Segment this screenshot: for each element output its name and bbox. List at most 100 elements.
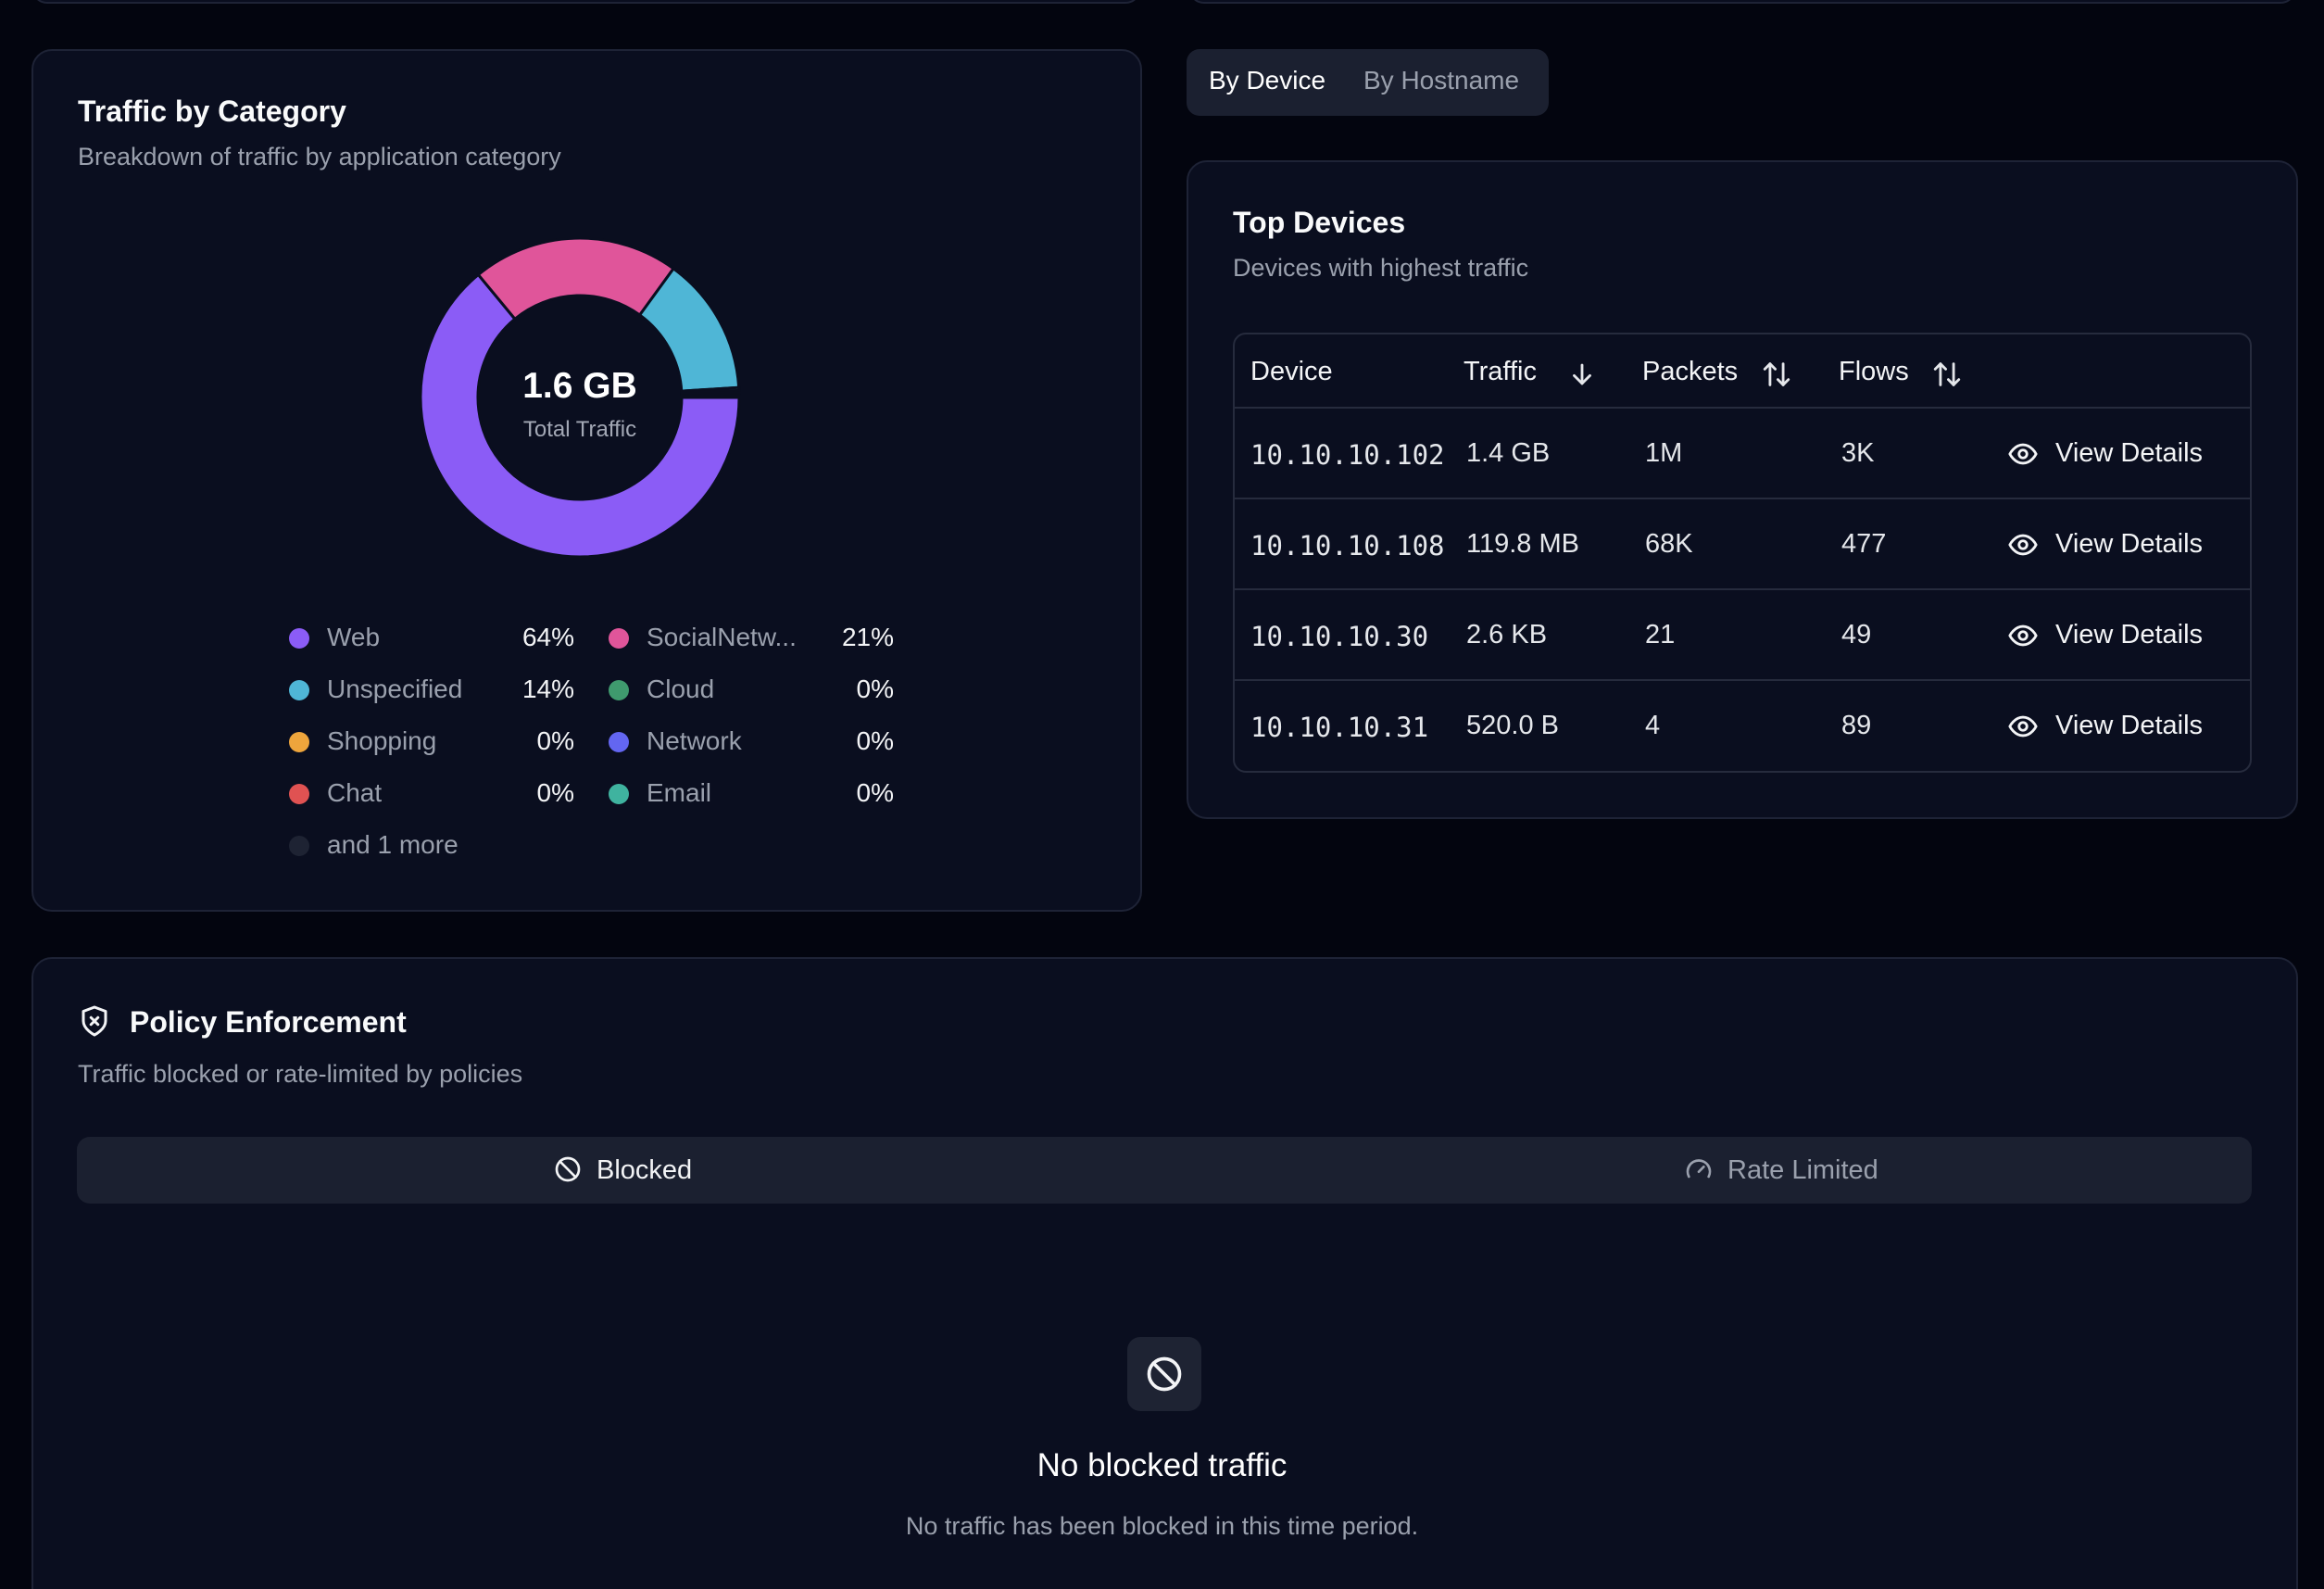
table-row[interactable]: 10.10.10.108 119.8 MB 68K 477 View Detai…: [1235, 498, 2250, 588]
legend-name: Network: [647, 726, 742, 755]
legend-item-email[interactable]: Email 0%: [607, 775, 894, 812]
empty-state-icon-box: [1127, 1337, 1201, 1411]
tab-rate-limited-inner: Rate Limited: [1684, 1154, 1925, 1188]
eye-icon: [2008, 534, 2038, 556]
view-details-button[interactable]: View Details: [2007, 520, 2230, 568]
tab-by-hostname[interactable]: By Hostname: [1363, 66, 1520, 95]
gauge-icon: [1686, 1159, 1712, 1179]
category-donut-chart: 1.6 GB Total Traffic: [395, 212, 765, 583]
flows-value: 3K: [1841, 438, 1875, 468]
table-row[interactable]: 10.10.10.31 520.0 B 4 89 View Details: [1235, 679, 2250, 770]
sort-toggle-icon[interactable]: [1931, 359, 1963, 390]
ban-icon: [555, 1156, 581, 1182]
device-ip: 10.10.10.31: [1250, 712, 1429, 743]
column-header-traffic[interactable]: Traffic: [1463, 357, 1537, 386]
legend-dot: [609, 628, 629, 649]
legend-item-socialnetwork[interactable]: SocialNetw... 21%: [607, 619, 894, 656]
empty-state-title: No blocked traffic: [1036, 1447, 1288, 1483]
shield-x-icon: [82, 1005, 107, 1037]
tab-blocked[interactable]: Blocked: [77, 1137, 1164, 1204]
card-subtitle: Traffic blocked or rate-limited by polic…: [78, 1060, 523, 1088]
card-subtitle: Breakdown of traffic by application cate…: [78, 143, 561, 170]
legend-pct: 0%: [536, 778, 574, 807]
table-header: Device Traffic Packets Flows: [1235, 334, 2250, 409]
tab-by-device[interactable]: By Device: [1209, 66, 1326, 95]
card-title: Policy Enforcement: [130, 1005, 407, 1039]
legend-pct: 0%: [856, 778, 894, 807]
donut-slice-email[interactable]: [680, 394, 741, 399]
view-details-button[interactable]: View Details: [2007, 701, 2230, 750]
donut-center: 1.6 GB Total Traffic: [395, 212, 765, 583]
legend-name: Shopping: [327, 726, 437, 755]
flows-value: 49: [1841, 620, 1872, 649]
traffic-value: 119.8 MB: [1466, 529, 1579, 559]
legend-item-unspecified[interactable]: Unspecified 14%: [287, 671, 574, 708]
donut-slice-web[interactable]: [419, 272, 741, 559]
legend-name: SocialNetw...: [647, 623, 797, 651]
total-traffic-value: 1.6 GB: [522, 366, 637, 406]
view-details-button[interactable]: View Details: [2007, 611, 2230, 659]
tab-blocked-inner: Blocked: [553, 1154, 738, 1188]
sort-desc-icon[interactable]: [1566, 359, 1598, 390]
legend-name: Web: [327, 623, 381, 651]
traffic-value: 2.6 KB: [1466, 620, 1548, 649]
devices-table: Device Traffic Packets Flows 10.10.10.10…: [1233, 333, 2252, 773]
legend-pct: 0%: [536, 726, 574, 755]
packets-value: 21: [1645, 620, 1676, 649]
view-details-label: View Details: [2055, 620, 2204, 649]
eye-icon: [2008, 624, 2038, 647]
flows-value: 477: [1841, 529, 1887, 559]
legend-item-network[interactable]: Network 0%: [607, 723, 894, 760]
column-header-packets[interactable]: Packets: [1642, 357, 1739, 386]
table-row[interactable]: 10.10.10.102 1.4 GB 1M 3K View Details: [1235, 407, 2250, 498]
legend-dot: [289, 732, 309, 752]
legend-pct: 14%: [521, 675, 574, 703]
legend-item-web[interactable]: Web 64%: [287, 619, 574, 656]
view-details-label: View Details: [2055, 711, 2204, 740]
legend-dot: [609, 784, 629, 804]
legend-name: Chat: [327, 778, 383, 807]
eye-icon: [2008, 443, 2038, 465]
view-details-label: View Details: [2055, 529, 2204, 559]
view-details-button[interactable]: View Details: [2007, 429, 2230, 477]
empty-state-subtitle: No traffic has been blocked in this time…: [905, 1512, 1419, 1540]
legend-dot: [289, 628, 309, 649]
view-toggle: By Device By Hostname: [1187, 49, 1549, 116]
view-details-label: View Details: [2055, 438, 2204, 468]
column-header-device: Device: [1250, 357, 1333, 386]
card-title: Top Devices: [1233, 206, 1406, 239]
table-row[interactable]: 10.10.10.30 2.6 KB 21 49 View Details: [1235, 588, 2250, 679]
policy-enforcement-card: Policy Enforcement Traffic blocked or ra…: [31, 957, 2298, 1589]
packets-value: 4: [1645, 711, 1661, 740]
donut-svg: [419, 236, 741, 559]
column-header-flows[interactable]: Flows: [1839, 357, 1909, 386]
tab-rate-limited[interactable]: Rate Limited: [1164, 1137, 2252, 1204]
card-subtitle: Devices with highest traffic: [1233, 254, 1529, 282]
traffic-by-category-card: Traffic by Category Breakdown of traffic…: [31, 49, 1142, 912]
legend-dot: [289, 784, 309, 804]
legend-pct: 0%: [856, 675, 894, 703]
legend-dot: [289, 836, 309, 856]
packets-value: 68K: [1645, 529, 1693, 559]
traffic-value: 520.0 B: [1466, 711, 1559, 740]
legend-more[interactable]: and 1 more: [287, 826, 574, 864]
flows-value: 89: [1841, 711, 1872, 740]
legend-dot: [609, 732, 629, 752]
legend-name: Cloud: [647, 675, 715, 703]
top-devices-card: Top Devices Devices with highest traffic: [1187, 160, 2298, 819]
legend-more-label: and 1 more: [327, 830, 459, 859]
previous-card-right-edge: [1188, 0, 2296, 4]
legend-item-chat[interactable]: Chat 0%: [287, 775, 574, 812]
policy-tabs: Blocked Rate Limited: [77, 1137, 2252, 1204]
legend-dot: [289, 680, 309, 700]
traffic-value: 1.4 GB: [1466, 438, 1551, 468]
device-ip: 10.10.10.30: [1250, 621, 1429, 652]
packets-value: 1M: [1645, 438, 1683, 468]
card-title: Traffic by Category: [78, 95, 346, 128]
legend-item-shopping[interactable]: Shopping 0%: [287, 723, 574, 760]
legend-pct: 21%: [841, 623, 894, 651]
total-traffic-label: Total Traffic: [522, 417, 637, 442]
eye-icon: [2008, 715, 2038, 738]
sort-toggle-icon[interactable]: [1761, 359, 1792, 390]
legend-item-cloud[interactable]: Cloud 0%: [607, 671, 894, 708]
